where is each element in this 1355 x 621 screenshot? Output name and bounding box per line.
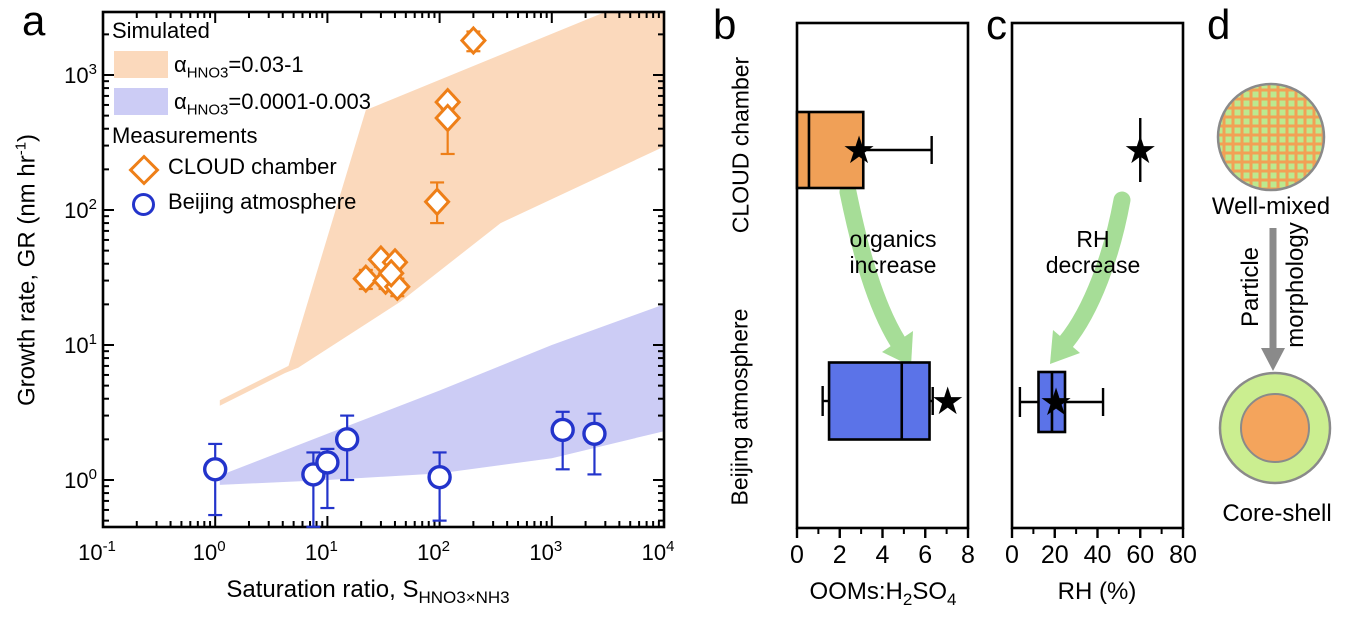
core-shell-label: Core-shell	[1222, 500, 1331, 527]
svg-text:10-1: 10-1	[78, 538, 116, 565]
cloud-chamber-point	[423, 187, 451, 217]
svg-text:102: 102	[417, 538, 450, 565]
svg-text:40: 40	[1084, 541, 1112, 569]
star-marker: ★	[931, 381, 965, 423]
box-row-0: ★	[1123, 118, 1157, 182]
svg-text:80: 80	[1169, 541, 1197, 569]
svg-text:8: 8	[961, 541, 975, 569]
legend-beijing-label: Beijing atmosphere	[168, 189, 357, 214]
circle-marker-icon	[132, 193, 155, 216]
green-arrow	[1057, 191, 1131, 351]
legend-measurements-header: Measurements	[112, 123, 258, 148]
morphology-word: morphology	[1282, 222, 1309, 347]
axis-tick-labels-a: 10-1 100 101 102 103 104 100 101 102 103	[64, 61, 674, 565]
legend-simulated-header: Simulated	[112, 18, 210, 43]
panel-d-diagram: Well-mixed Particle morphology Core-shel…	[1212, 82, 1332, 527]
cloud-chamber-point	[459, 25, 487, 56]
cloud-chamber-point	[352, 263, 380, 294]
rh-decrease-annotation-line1: RH	[1076, 226, 1109, 252]
svg-text:60: 60	[1126, 541, 1154, 569]
morphology-arrow-head	[1261, 348, 1285, 371]
svg-text:100: 100	[64, 466, 97, 493]
green-arrow-head	[1050, 330, 1080, 364]
blue-band-swatch	[114, 88, 168, 115]
axis-ticks-a	[102, 12, 665, 527]
box-row-1: ★	[1018, 370, 1105, 434]
particle-word: Particle	[1237, 247, 1264, 327]
well-mixed-label: Well-mixed	[1212, 193, 1330, 220]
green-arrow-head	[882, 331, 913, 366]
svg-text:102: 102	[64, 196, 97, 223]
y-axis-label-sup: -1	[12, 141, 30, 156]
cloud-chamber-point	[377, 258, 405, 289]
beijing-point	[315, 450, 340, 475]
well-mixed-particle-icon	[1216, 82, 1326, 192]
beijing-point	[550, 417, 575, 443]
svg-text:104: 104	[642, 538, 675, 565]
svg-text:101: 101	[64, 331, 97, 358]
x-axis-label-a-text: Saturation ratio, S	[226, 576, 419, 603]
legend: Simulated αHNO3=0.03-1 αHNO3=0.0001-0.00…	[112, 18, 422, 233]
legend-band1-label: αHNO3=0.03-1	[174, 52, 304, 82]
y-axis-label-close: )	[13, 133, 41, 142]
organics-increase-annotation-line1: organics	[850, 226, 937, 252]
svg-text:4: 4	[876, 541, 890, 569]
category-beijing-atmosphere: Beijing atmosphere	[726, 308, 753, 506]
svg-text:20: 20	[1041, 541, 1069, 569]
beijing-point	[582, 421, 607, 446]
x-axis-label-c: RH (%)	[1057, 578, 1137, 605]
svg-text:101: 101	[305, 538, 338, 565]
panel-a-letter: a	[22, 0, 46, 44]
rh-decrease-annotation-line2: decrease	[1046, 252, 1141, 278]
svg-text:0: 0	[1005, 541, 1019, 569]
panel-a-plot: 10-1 100 101 102 103 104 100 101 102 103	[64, 10, 674, 565]
beijing-point	[427, 464, 452, 490]
cloud-chamber-point	[434, 103, 462, 133]
panel-b-plot: 0 2 4 6 8 ★ ★	[790, 21, 975, 569]
beijing-point	[334, 427, 360, 452]
legend-cloud-label: CLOUD chamber	[168, 154, 337, 179]
panel-b-letter: b	[713, 1, 737, 48]
panel-c-letter: c	[986, 1, 1007, 48]
svg-text:0: 0	[790, 541, 804, 569]
cloud-markers	[352, 25, 487, 302]
legend-band2-label: αHNO3=0.0001-0.003	[174, 89, 371, 119]
category-cloud-chamber: CLOUD chamber	[727, 56, 754, 234]
svg-text:6: 6	[918, 541, 932, 569]
box	[827, 361, 931, 441]
svg-text:2: 2	[833, 541, 847, 569]
svg-text:103: 103	[64, 61, 97, 88]
organics-increase-annotation-line2: increase	[850, 252, 937, 278]
panel-b-chart: 0 2 4 6 8 ★ ★ organics increase	[790, 21, 975, 569]
x-axis-label-a-sub: HNO3×NH3	[418, 587, 510, 607]
star-marker: ★	[1123, 130, 1157, 172]
x-axis-label-a: Saturation ratio, SHNO3×NH3	[226, 576, 509, 608]
star-marker: ★	[842, 130, 876, 172]
core-shell-core-icon	[1240, 393, 1310, 463]
green-arrow	[839, 183, 907, 351]
box-row-0: ★	[795, 110, 933, 190]
y-axis-label-text: Growth rate, GR (nm hr	[13, 155, 41, 407]
plot-frame-a	[101, 10, 666, 529]
beijing-point	[202, 457, 228, 482]
svg-text:100: 100	[193, 538, 226, 565]
y-axis-label: Growth rate, GR (nm hr-1)	[13, 134, 42, 406]
panel-d-letter: d	[1207, 1, 1231, 48]
panel-a-chart: 10-1 100 101 102 103 104 100 101 102 103	[64, 10, 674, 565]
axis-ticks: 0 20 40 60 80	[1005, 528, 1197, 569]
panel-c-chart: 0 20 40 60 80 ★ ★ RH decrease	[1005, 21, 1197, 569]
x-axis-label-b: OOMs:H2SO4	[809, 578, 957, 609]
alpha-low-band	[219, 304, 664, 485]
star-marker: ★	[1039, 382, 1073, 424]
panel-c-plot: 0 20 40 60 80 ★ ★	[1005, 21, 1197, 569]
orange-band-swatch	[114, 51, 168, 78]
beijing-markers	[202, 417, 607, 490]
svg-text:103: 103	[529, 538, 562, 565]
diamond-marker-icon	[128, 154, 160, 186]
box-row-1: ★	[821, 361, 965, 441]
